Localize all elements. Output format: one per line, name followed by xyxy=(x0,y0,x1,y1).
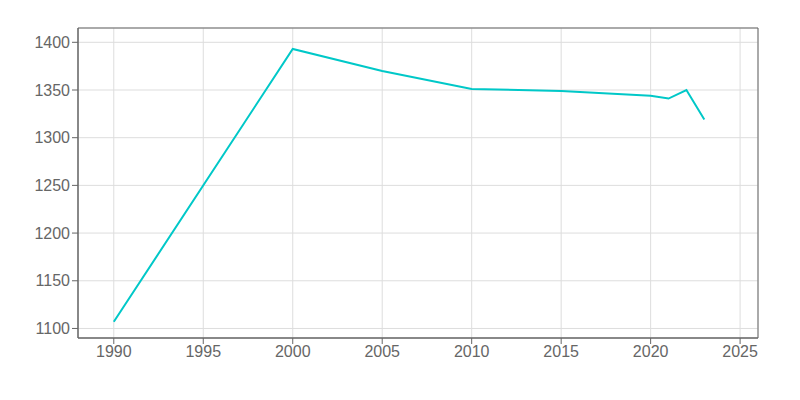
svg-text:1350: 1350 xyxy=(34,82,70,99)
svg-text:2015: 2015 xyxy=(543,343,579,360)
svg-text:2005: 2005 xyxy=(364,343,400,360)
svg-text:1400: 1400 xyxy=(34,34,70,51)
svg-text:1990: 1990 xyxy=(96,343,132,360)
svg-text:1995: 1995 xyxy=(185,343,221,360)
svg-text:1250: 1250 xyxy=(34,177,70,194)
svg-text:2010: 2010 xyxy=(454,343,490,360)
svg-text:1300: 1300 xyxy=(34,129,70,146)
svg-text:2020: 2020 xyxy=(633,343,669,360)
svg-text:2025: 2025 xyxy=(722,343,758,360)
svg-text:1200: 1200 xyxy=(34,225,70,242)
svg-text:1150: 1150 xyxy=(36,272,71,289)
svg-text:1100: 1100 xyxy=(36,320,71,337)
svg-text:2000: 2000 xyxy=(275,343,311,360)
